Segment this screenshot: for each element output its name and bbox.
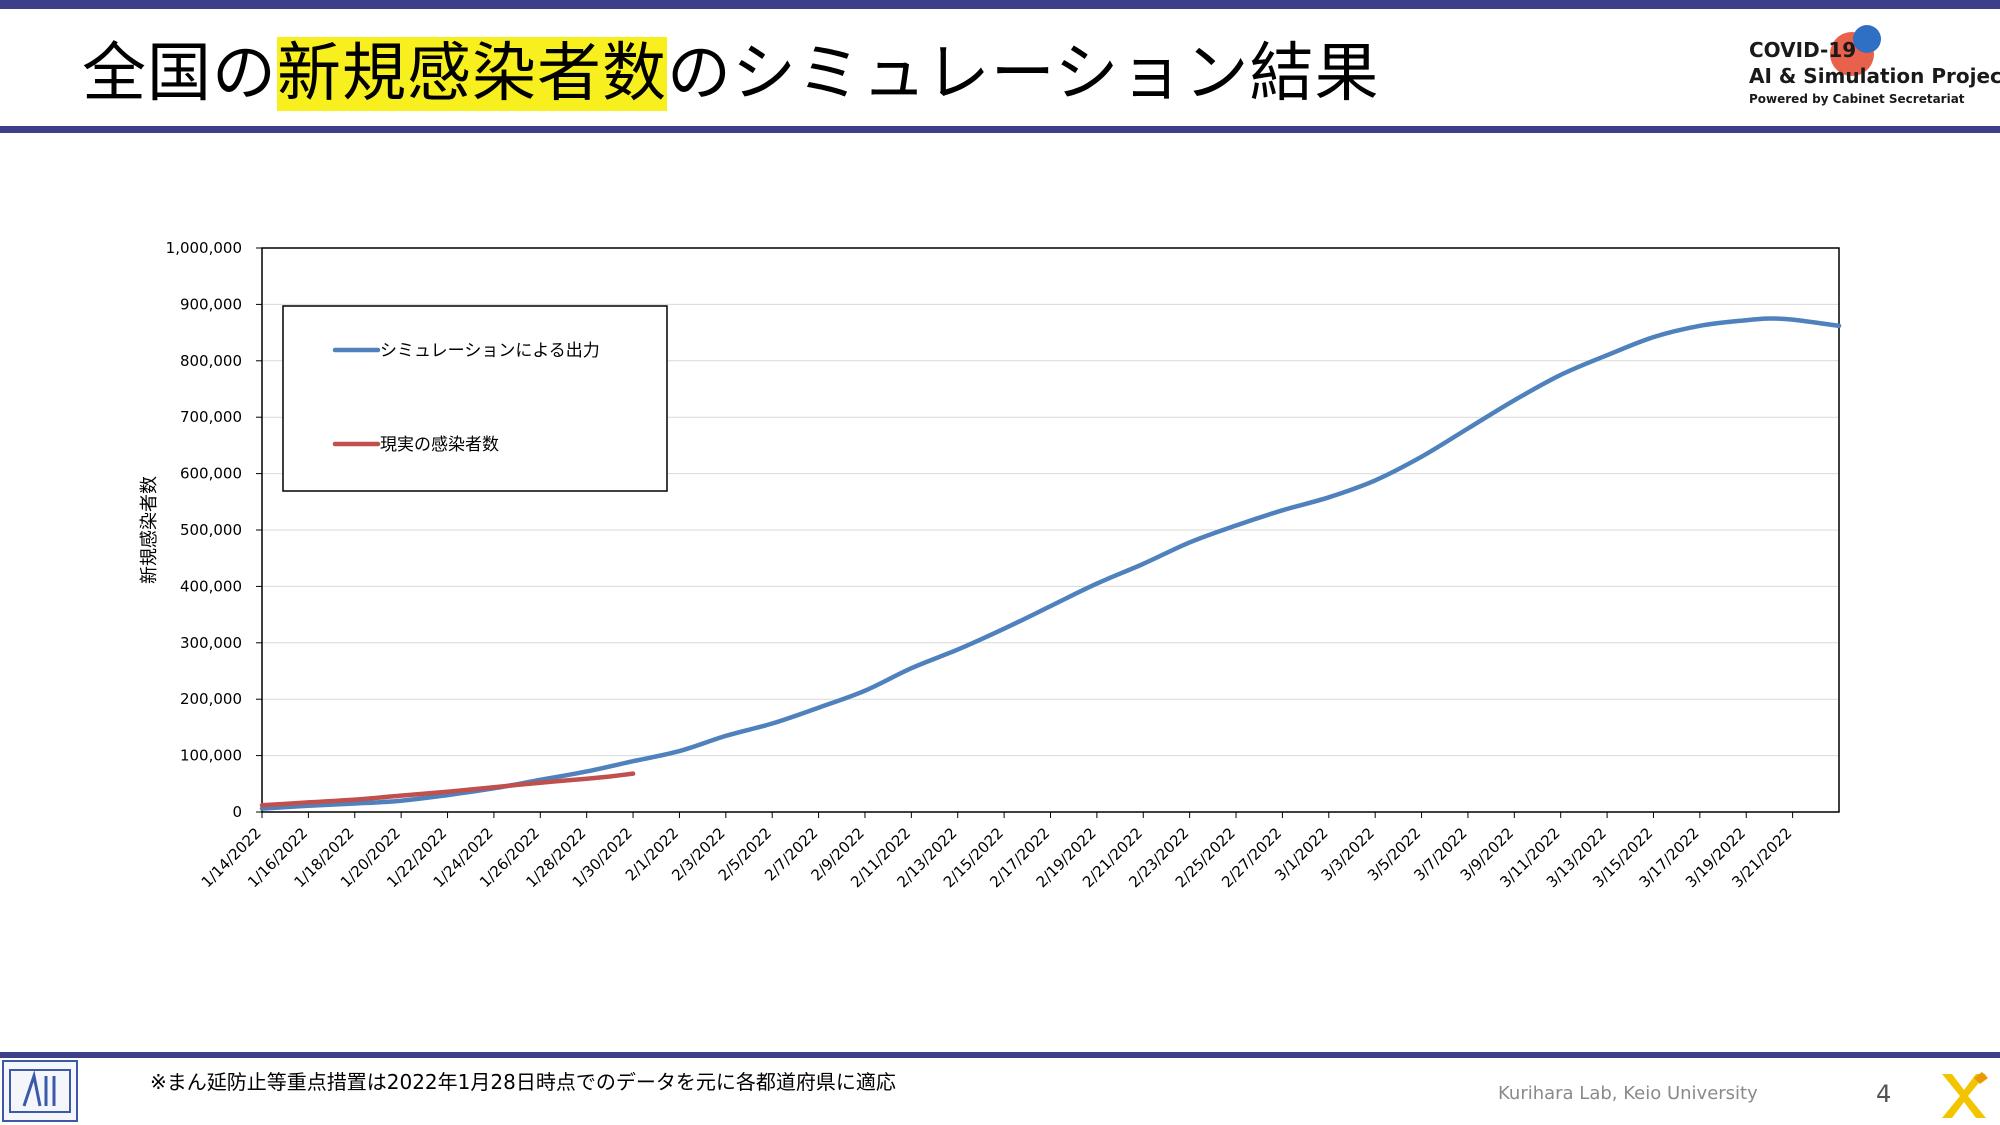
y-tick-label: 500,000 bbox=[180, 521, 242, 539]
lab-logo-icon bbox=[2, 1060, 78, 1122]
legend-box bbox=[282, 305, 668, 492]
footnote: ※まん延防止等重点措置は2022年1月28日時点でのデータを元に各都道府県に適応 bbox=[150, 1070, 896, 1094]
title-highlight: 新規感染者数 bbox=[277, 37, 667, 111]
project-logo: COVID-19 AI & Simulation Project Powered… bbox=[1745, 22, 2000, 114]
footer-divider bbox=[0, 1052, 2000, 1058]
cases-line-chart: 0 100,000 200,000 300,000 400,000 500,000 600,… bbox=[139, 239, 1842, 891]
logo-line-3: Powered by Cabinet Secretariat bbox=[1749, 92, 1965, 106]
y-tick-label: 1,000,000 bbox=[166, 239, 242, 257]
logo-line-2: AI & Simulation Project bbox=[1749, 64, 2000, 88]
lab-credit: Kurihara Lab, Keio University bbox=[1498, 1083, 1758, 1104]
page-number: 4 bbox=[1876, 1080, 1892, 1108]
y-axis-label: 新規感染者数 bbox=[139, 476, 160, 584]
series-line-0 bbox=[259, 316, 1842, 811]
title-divider bbox=[0, 126, 2000, 133]
legend-label-1: 現実の感染者数 bbox=[380, 435, 499, 455]
series-line-1 bbox=[259, 771, 636, 808]
top-accent-bar bbox=[0, 0, 2000, 9]
y-tick-label: 900,000 bbox=[180, 295, 242, 313]
y-tick-label: 300,000 bbox=[180, 634, 242, 652]
slide-title: 全国の新規感染者数のシミュレーション結果 bbox=[82, 34, 1379, 114]
title-suffix: のシミュレーション結果 bbox=[667, 37, 1380, 111]
logo-blue-dot bbox=[1853, 25, 1881, 53]
y-tick-label: 100,000 bbox=[180, 747, 242, 765]
y-tick-label: 700,000 bbox=[180, 408, 242, 426]
y-tick-label: 400,000 bbox=[180, 577, 242, 595]
y-tick-label: 800,000 bbox=[180, 352, 242, 370]
y-tick-label: 200,000 bbox=[180, 690, 242, 708]
logo-line-1: COVID-19 bbox=[1749, 38, 1857, 62]
x-logo-icon bbox=[1942, 1072, 1988, 1118]
y-tick-label: 0 bbox=[232, 803, 242, 821]
y-tick-label: 600,000 bbox=[180, 465, 242, 483]
title-prefix: 全国の bbox=[82, 37, 277, 111]
legend-label-0: シミュレーションによる出力 bbox=[380, 341, 600, 361]
